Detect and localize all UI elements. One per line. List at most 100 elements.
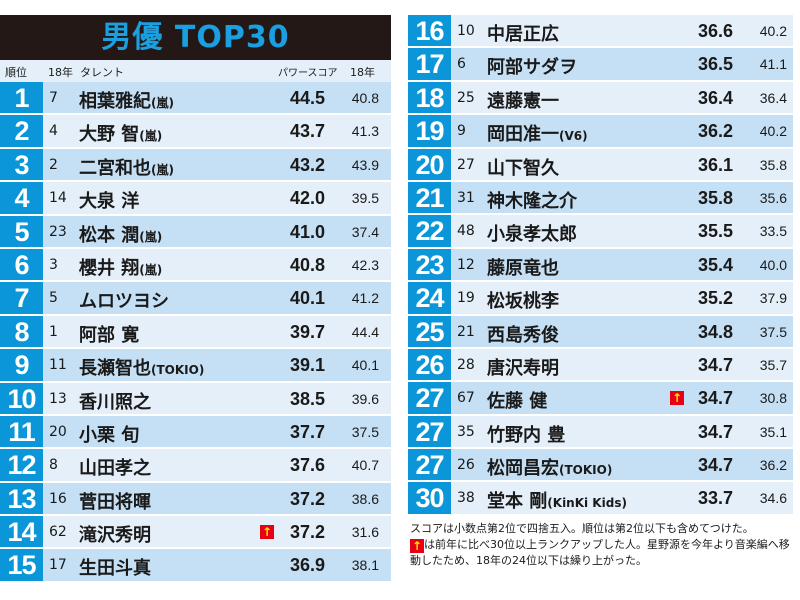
rank-number: 17	[408, 48, 451, 80]
power-score: 33.7	[697, 488, 733, 509]
previous-rank: 25	[457, 89, 475, 106]
previous-rank: 11	[49, 357, 67, 374]
group-name: (TOKIO)	[559, 463, 613, 478]
footnote-line-2: は前年に比べ30位以上ランクアップした人。星野源を今年より音楽編へ移動したため、…	[410, 538, 790, 567]
previous-rank: 31	[457, 189, 475, 206]
table-row: 11 20 小栗 旬 37.7 37.5	[0, 415, 391, 450]
table-row: 12 8 山田孝之 37.6 40.7	[0, 449, 391, 483]
power-score: 36.1	[697, 154, 733, 175]
talent-name: 松本 潤(嵐)	[79, 221, 162, 247]
previous-score: 40.0	[759, 256, 787, 273]
rank-number: 26	[408, 348, 451, 381]
rank-number: 11	[0, 415, 43, 448]
previous-score: 35.7	[759, 356, 787, 373]
previous-score: 37.5	[351, 423, 379, 440]
talent-name-text: 松岡昌宏	[487, 458, 559, 480]
rank-number: 25	[408, 315, 451, 347]
power-score: 36.5	[697, 54, 733, 75]
previous-rank: 17	[49, 557, 67, 574]
rank-number: 15	[0, 549, 43, 581]
rank-number: 6	[0, 248, 43, 281]
rank-number: 5	[0, 215, 43, 247]
power-score: 36.2	[697, 121, 733, 142]
talent-name-text: 山田孝之	[79, 458, 151, 480]
talent-name-text: 阿部 寛	[79, 324, 140, 346]
table-row: 30 38 堂本 剛(KinKi Kids) 33.7 34.6	[408, 482, 793, 516]
talent-name-text: 西島秀俊	[487, 324, 559, 346]
rank-number: 13	[0, 482, 43, 515]
previous-score: 31.6	[351, 524, 379, 541]
group-name: (嵐)	[139, 262, 163, 277]
group-name: (嵐)	[139, 129, 163, 144]
previous-rank: 10	[457, 23, 475, 39]
header-prev-score: 18年	[350, 66, 375, 79]
header-rank: 順位	[5, 66, 27, 79]
power-score: 39.7	[289, 321, 325, 342]
ranking-table-left: 男優 TOP30 順位 18年 タレント パワースコア 18年 1 7 相葉雅紀(嵐…	[0, 15, 391, 583]
table-row: 5 23 松本 潤(嵐) 41.0 37.4	[0, 215, 391, 249]
power-score: 34.7	[697, 354, 733, 375]
ranking-table-right: 16 10 中居正広 36.6 40.2 17 6 阿部サダヲ 36.5 41.1 18 25 遠藤憲一…	[408, 15, 793, 516]
previous-score: 44.4	[351, 323, 379, 340]
rank-up-arrow-icon: ↑	[670, 391, 684, 406]
table-row: 14 62 滝沢秀明 ↑ 37.2 31.6	[0, 516, 391, 550]
previous-rank: 3	[49, 256, 58, 273]
talent-name: 西島秀俊	[487, 321, 559, 347]
previous-score: 38.1	[351, 557, 379, 574]
talent-name-text: 相葉雅紀	[79, 91, 151, 112]
rank-number: 24	[408, 282, 451, 314]
talent-name: 長瀬智也(TOKIO)	[79, 354, 204, 380]
rank-up-arrow-icon: ↑	[410, 539, 424, 553]
group-name: (嵐)	[151, 162, 174, 177]
table-row: 2 4 大野 智(嵐) 43.7 41.3	[0, 115, 391, 149]
previous-score: 36.4	[759, 89, 787, 106]
talent-name-text: 藤原竜也	[487, 257, 559, 279]
rank-number: 22	[408, 215, 451, 247]
rank-number: 1	[0, 82, 43, 114]
rank-number: 27	[408, 382, 451, 414]
power-score: 44.5	[289, 88, 325, 108]
talent-name-text: 竹野内 豊	[487, 424, 566, 446]
table-row: 17 6 阿部サダヲ 36.5 41.1	[408, 48, 793, 82]
talent-name: 生田斗真	[79, 554, 151, 580]
talent-name: 二宮和也(嵐)	[79, 154, 174, 180]
previous-score: 34.6	[759, 490, 787, 507]
rank-up-arrow-icon: ↑	[260, 525, 274, 540]
table-row: 1 7 相葉雅紀(嵐) 44.5 40.8	[0, 82, 391, 116]
talent-name-text: 山下智久	[487, 157, 559, 179]
talent-name: 阿部サダヲ	[487, 53, 577, 79]
power-score: 36.6	[697, 21, 733, 41]
power-score: 42.0	[289, 188, 325, 209]
rank-number: 16	[408, 15, 451, 47]
talent-name-text: 滝沢秀明	[79, 525, 151, 547]
footnote-line-1: スコアは小数点第2位で四捨五入。順位は第2位以下も含めてつけた。	[410, 522, 754, 535]
rank-number: 19	[408, 115, 451, 147]
previous-score: 37.4	[351, 223, 379, 240]
talent-name: 大野 智(嵐)	[79, 120, 162, 146]
previous-score: 35.1	[759, 423, 787, 440]
previous-rank: 9	[457, 123, 466, 140]
talent-name: 藤原竜也	[487, 254, 559, 280]
talent-name: 松坂桃李	[487, 287, 559, 313]
talent-name: 神木隆之介	[487, 187, 577, 213]
talent-name-text: 大野 智	[79, 124, 140, 146]
talent-name-text: 松本 潤	[79, 224, 140, 246]
power-score: 35.5	[697, 221, 733, 242]
rank-number: 14	[0, 516, 43, 548]
table-row: 26 28 唐沢寿明 34.7 35.7	[408, 348, 793, 383]
rank-number: 20	[408, 148, 451, 180]
talent-name-text: 香川照之	[79, 391, 151, 413]
previous-rank: 16	[49, 490, 67, 507]
talent-name-text: 中居正広	[487, 24, 559, 45]
talent-name-text: ムロツヨシ	[79, 291, 169, 313]
previous-rank: 67	[457, 390, 475, 407]
table-row: 6 3 櫻井 翔(嵐) 40.8 42.3	[0, 248, 391, 283]
group-name: (V6)	[559, 129, 588, 144]
previous-score: 35.8	[759, 156, 787, 173]
previous-rank: 35	[457, 423, 475, 440]
previous-rank: 6	[457, 56, 466, 73]
table-row: 8 1 阿部 寛 39.7 44.4	[0, 315, 391, 350]
talent-name: 唐沢寿明	[487, 354, 559, 380]
talent-name: 相葉雅紀(嵐)	[79, 87, 174, 113]
table-row: 22 48 小泉孝太郎 35.5 33.5	[408, 215, 793, 249]
